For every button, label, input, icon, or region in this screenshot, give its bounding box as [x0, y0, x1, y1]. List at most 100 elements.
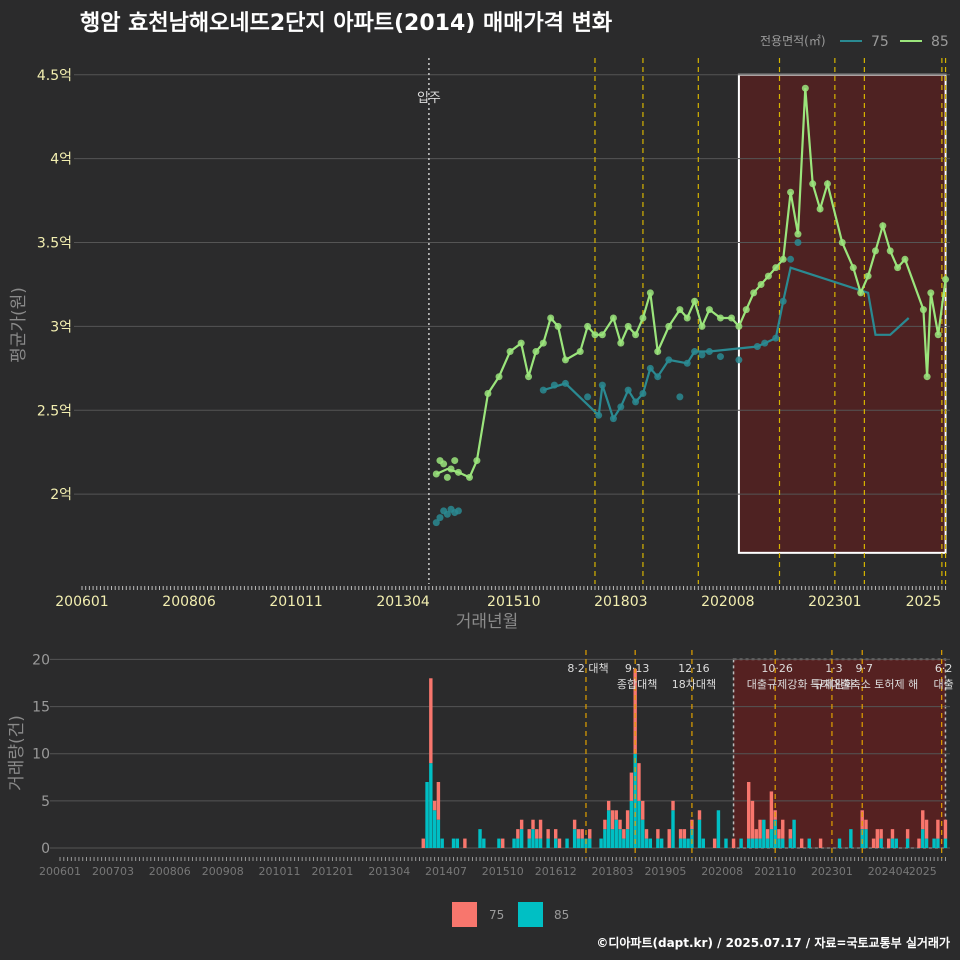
- volume-bar-75: [921, 810, 925, 830]
- price-x-tick-label: 200601: [55, 594, 108, 610]
- volume-bar-75: [637, 763, 641, 801]
- volume-bar-85: [516, 838, 520, 848]
- volume-bar-75: [905, 829, 910, 839]
- volume-x-tick-label: 201803: [591, 865, 633, 878]
- price-x-tick-label: 201304: [376, 594, 430, 610]
- volume-bar-85: [750, 838, 755, 848]
- legend-swatch-85: [518, 902, 543, 927]
- volume-bar-85: [497, 838, 501, 848]
- volume-bar-85: [565, 838, 569, 848]
- volume-bar-75: [527, 829, 531, 839]
- price-point-75: [436, 514, 444, 522]
- volume-bar-75: [432, 800, 437, 811]
- policy-label: 대출: [934, 678, 954, 691]
- volume-panel: 0 5 10 15 20 200601 200703 200806 200908 201011 20…: [32, 650, 954, 878]
- volume-x-tick-label: 201407: [425, 865, 467, 878]
- volume-bar-75: [781, 819, 785, 839]
- volume-bar-75: [678, 829, 683, 839]
- policy-label: 18차대책: [672, 678, 716, 691]
- volume-bar-75: [576, 829, 581, 839]
- volume-bar-75: [614, 810, 618, 820]
- volume-y-tick-label: 0: [41, 841, 50, 857]
- volume-x-tick-label: 200703: [92, 865, 134, 878]
- volume-x-tick-label: 201612: [535, 865, 577, 878]
- volume-bar-75: [731, 838, 736, 848]
- legend-vol-label-75: 75: [489, 908, 504, 922]
- volume-x-tick-label: 201304: [368, 865, 410, 878]
- volume-bar-85: [762, 819, 766, 848]
- volume-legend: 75 85: [452, 902, 569, 927]
- volume-bar-75: [557, 838, 562, 848]
- price-x-tick-label: 201510: [487, 594, 540, 610]
- volume-x-tick-label: 2025: [909, 865, 937, 878]
- chart-title: 행암 효천남해오네뜨2단지 아파트(2014) 매매가격 변화: [80, 11, 612, 36]
- price-legend: 전용면적(㎡) 75 85: [760, 34, 949, 50]
- volume-x-tick-label: 202008: [701, 865, 743, 878]
- volume-bar-85: [478, 829, 482, 848]
- price-panel: 2억 2.5억 3억 3.5억 4억 4.5억 200601 200806 201011 2013…: [37, 58, 950, 610]
- volume-bar-75: [943, 819, 948, 839]
- price-x-tick-label: 200806: [162, 594, 216, 610]
- volume-bar-75: [799, 838, 804, 848]
- volume-bar-75: [516, 829, 520, 839]
- volume-bar-85: [512, 838, 516, 848]
- volume-bar-85: [788, 838, 793, 848]
- volume-bar-75: [879, 829, 883, 839]
- price-point-75: [794, 239, 802, 247]
- volume-bar-75: [750, 800, 755, 839]
- price-line-75: [542, 266, 910, 422]
- volume-bar-75: [625, 810, 630, 830]
- policy-label: 8·2 대책: [567, 662, 608, 675]
- volume-bar-75: [765, 829, 770, 839]
- legend-title: 전용면적(㎡): [760, 34, 826, 48]
- volume-bar-75: [682, 829, 687, 839]
- volume-bar-85: [724, 838, 728, 848]
- price-x-tick-label: 2025: [906, 594, 942, 610]
- volume-bar-85: [932, 838, 936, 848]
- volume-bar-85: [671, 810, 675, 848]
- volume-bar-75: [871, 838, 876, 848]
- volume-bar-85: [637, 800, 641, 848]
- volume-bar-75: [546, 829, 550, 839]
- volume-bar-85: [576, 838, 581, 848]
- price-point-75: [676, 393, 684, 401]
- volume-x-tick-label: 201201: [311, 865, 353, 878]
- volume-bar-75: [758, 819, 762, 839]
- price-point-85: [451, 457, 459, 465]
- volume-bar-85: [425, 782, 429, 848]
- volume-bar-75: [656, 829, 660, 839]
- volume-bar-85: [531, 829, 535, 848]
- volume-bar-75: [746, 782, 751, 839]
- volume-bar-85: [792, 819, 796, 848]
- legend-label-75: 75: [871, 34, 889, 50]
- volume-bar-75: [618, 819, 622, 830]
- volume-bar-85: [781, 838, 785, 848]
- volume-bar-85: [701, 838, 705, 848]
- source-footer: ©디아파트(dapt.kr) / 2025.07.17 / 자료=국토교통부 실…: [596, 935, 950, 950]
- volume-bar-85: [890, 838, 895, 848]
- volume-bar-85: [894, 838, 898, 848]
- volume-x-tick-label: 201905: [644, 865, 686, 878]
- volume-x-tick-label: 202404: [868, 865, 910, 878]
- volume-bar-75: [644, 829, 649, 839]
- volume-bar-85: [837, 838, 842, 848]
- volume-bar-75: [603, 819, 607, 830]
- volume-bar-85: [455, 838, 460, 848]
- volume-x-tick-label: 200908: [202, 865, 244, 878]
- price-point-75: [787, 255, 795, 263]
- volume-bar-85: [580, 838, 584, 848]
- volume-bar-85: [686, 838, 690, 848]
- volume-bar-75: [629, 772, 634, 801]
- volume-bar-75: [606, 800, 611, 811]
- price-point-75: [443, 510, 451, 518]
- volume-bar-85: [610, 829, 615, 848]
- volume-bar-85: [924, 838, 929, 848]
- volume-bar-85: [648, 838, 653, 848]
- volume-bar-75: [936, 819, 940, 839]
- price-x-tick-label: 201803: [594, 594, 647, 610]
- volume-y-tick-label: 10: [32, 747, 50, 763]
- volume-bar-85: [554, 838, 558, 848]
- policy-label: 9·13: [625, 662, 650, 675]
